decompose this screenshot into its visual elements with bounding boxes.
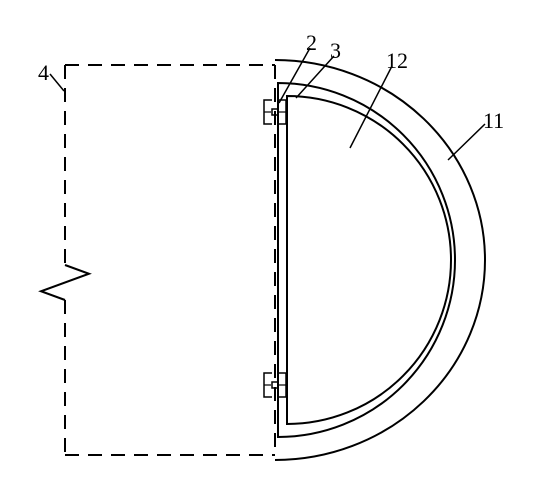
leader-2 (279, 48, 310, 103)
label-l3: 3 (330, 38, 341, 64)
label-l2: 2 (306, 30, 317, 56)
mid-arc (278, 83, 455, 437)
label-l12: 12 (386, 48, 408, 74)
label-l11: 11 (483, 108, 504, 134)
leader-12 (350, 66, 392, 148)
inner-arc (287, 96, 451, 424)
outer-arc (275, 60, 485, 460)
leader-11 (448, 124, 485, 160)
label-l4: 4 (38, 60, 49, 86)
diagram-svg (0, 0, 552, 504)
leader-4 (50, 74, 64, 91)
break-mark (41, 265, 89, 300)
